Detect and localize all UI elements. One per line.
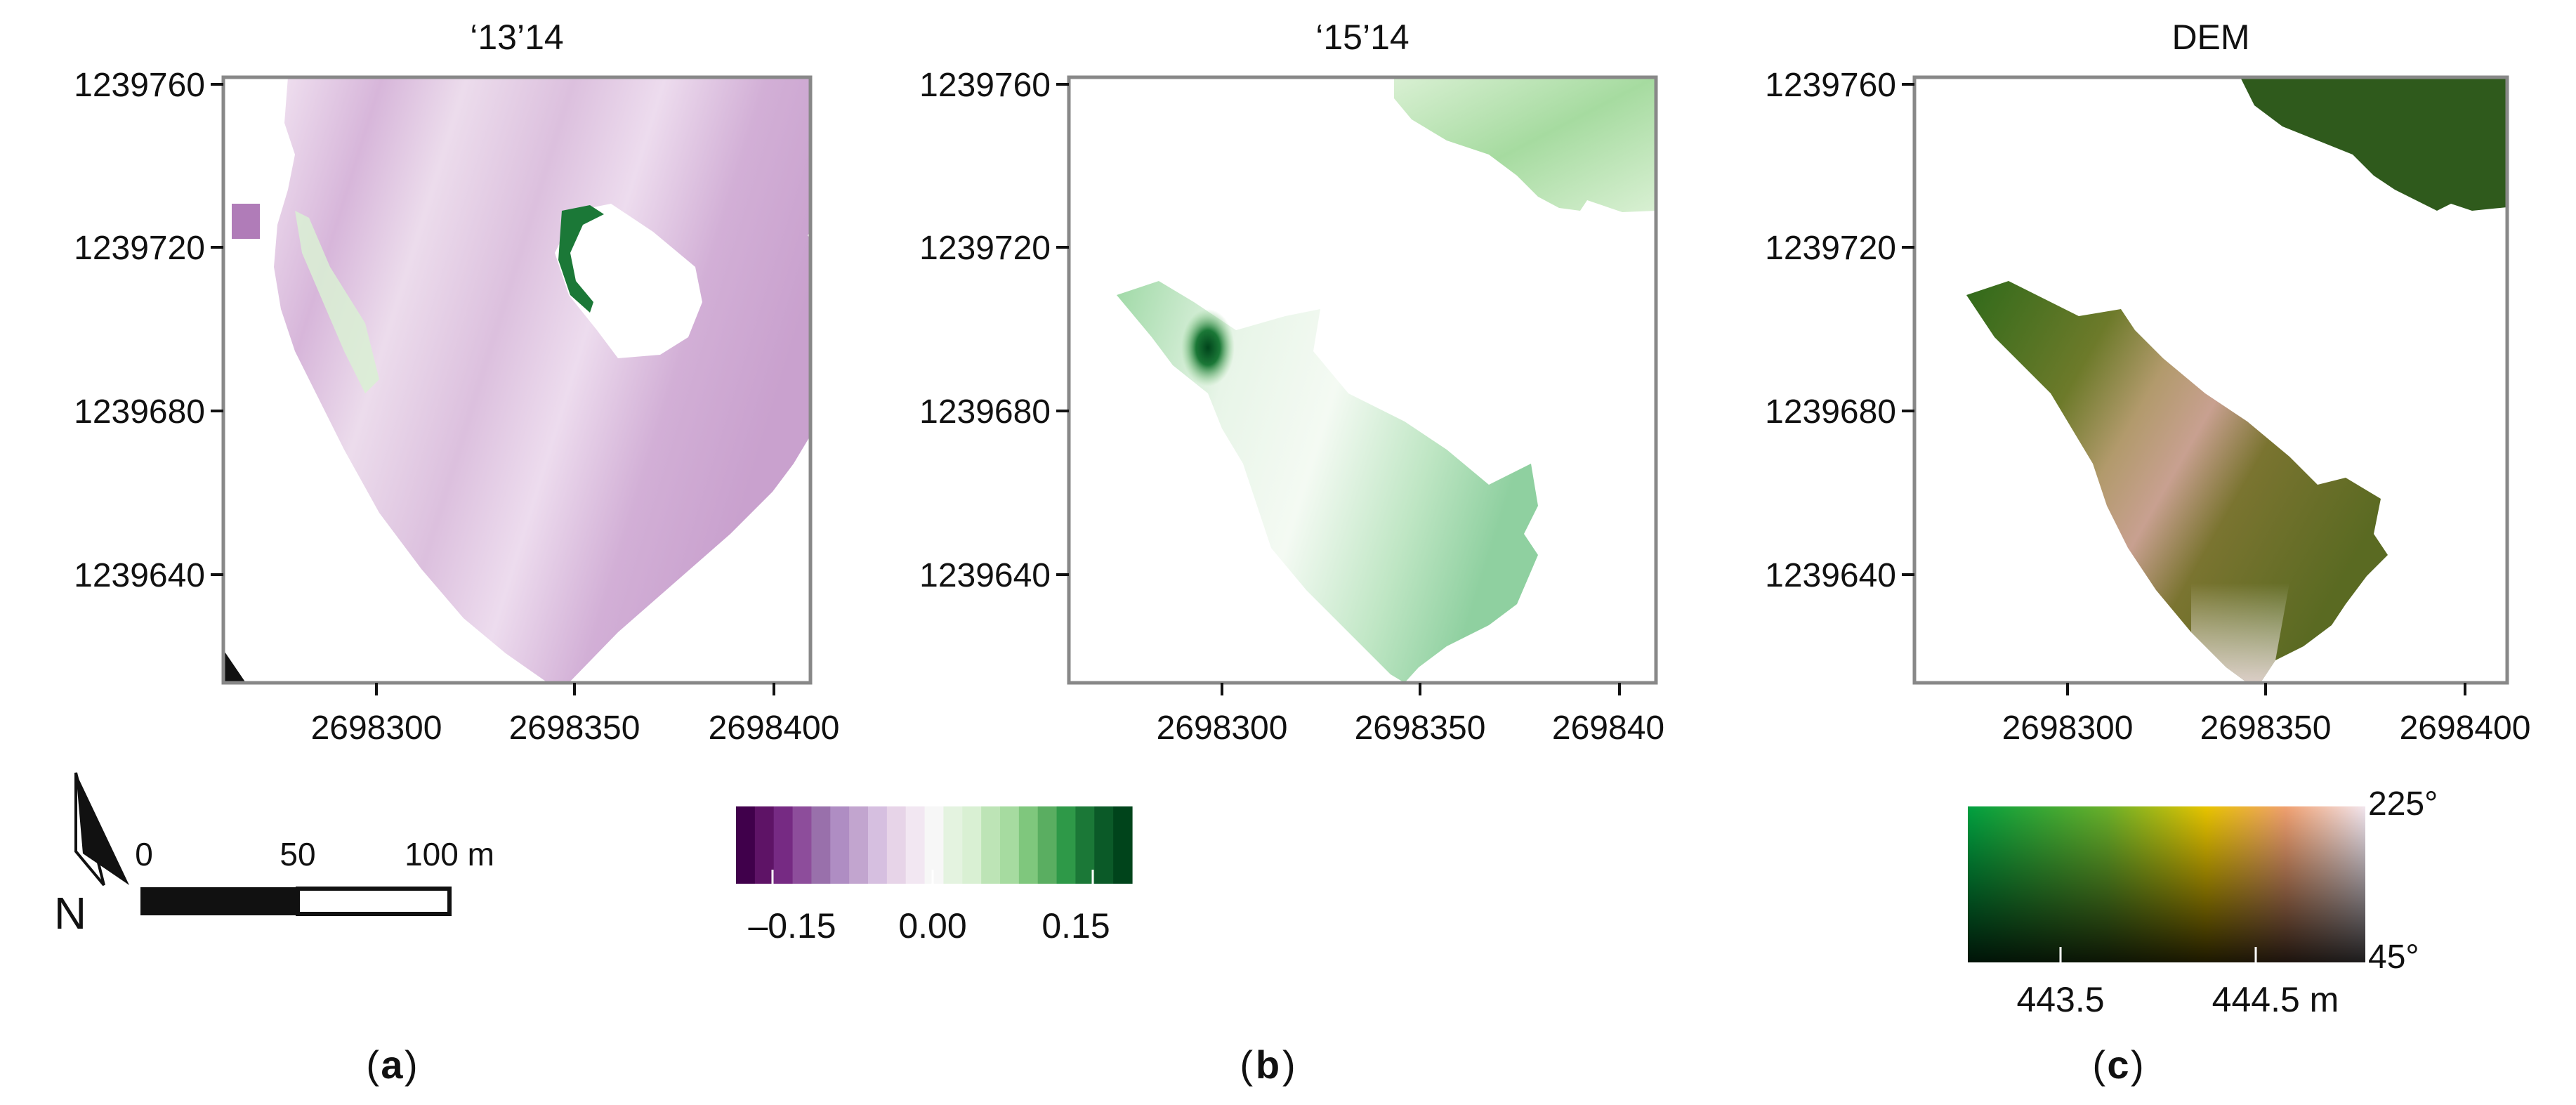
legend-swatch — [868, 806, 888, 884]
legend-label: 443.5 — [2016, 980, 2104, 1019]
scale-label: 50 — [280, 836, 315, 872]
x-tick-label: 269840 — [1552, 710, 1664, 747]
y-tick-label: 1239720 — [74, 230, 205, 267]
y-tick-label: 1239640 — [1765, 557, 1896, 594]
scale-label: 0 — [135, 836, 153, 872]
y-tick-label: 1239640 — [919, 557, 1051, 594]
legend-label: 45° — [2368, 939, 2419, 976]
x-axis: 2698300 2698350 2698400 — [2002, 683, 2531, 747]
panel-title: ‘15’14 — [1315, 18, 1409, 57]
legend-swatch — [924, 806, 945, 884]
corner-nodata — [223, 650, 246, 683]
legend-swatch — [1113, 806, 1133, 884]
legend-swatch — [962, 806, 982, 884]
svg-text:): ) — [405, 1042, 418, 1087]
panel-title: DEM — [2171, 18, 2249, 57]
caption-letter: c — [2107, 1042, 2129, 1087]
legend-swatch — [773, 806, 794, 884]
difference-raster — [274, 77, 810, 683]
dem-raster-main — [1966, 281, 2388, 683]
y-tick-label: 1239720 — [1765, 230, 1896, 267]
svg-text:): ) — [1282, 1042, 1296, 1087]
svg-text:(: ( — [366, 1042, 379, 1087]
x-tick-label: 2698300 — [1157, 710, 1288, 747]
caption-letter: a — [381, 1042, 403, 1087]
north-arrow: N — [54, 772, 129, 939]
panel-frame — [1067, 75, 1658, 685]
legend-swatch — [1018, 806, 1039, 884]
y-axis: 1239760 1239720 1239680 1239640 — [74, 67, 223, 594]
difference-raster-top — [1394, 77, 1656, 212]
legend-label: –0.15 — [748, 906, 836, 946]
panel-frame — [1912, 75, 2509, 685]
isolated-patch — [232, 204, 260, 239]
legend-swatch — [811, 806, 831, 884]
legend-label: 0.15 — [1041, 906, 1110, 946]
caption-b: ( b ) — [1240, 1042, 1295, 1087]
panel-b: ‘15’14 1239760 1239720 1239680 1239640 2… — [919, 18, 1664, 747]
x-tick-label: 2698400 — [709, 710, 840, 747]
y-tick-label: 1239680 — [1765, 393, 1896, 431]
legend-swatch — [830, 806, 850, 884]
legend-swatch — [1037, 806, 1058, 884]
svg-text:(: ( — [1240, 1042, 1253, 1087]
x-tick-label: 2698400 — [2400, 710, 2531, 747]
x-axis: 2698300 2698350 269840 — [1157, 683, 1664, 747]
panel-title: ‘13’14 — [470, 18, 563, 57]
y-tick-label: 1239680 — [74, 393, 205, 431]
y-tick-label: 1239720 — [919, 230, 1051, 267]
dem-legend: 225° 45° 443.5 444.5 m — [1968, 785, 2438, 1019]
legend-swatch — [981, 806, 1001, 884]
legend-swatch — [792, 806, 813, 884]
legend-label: 225° — [2368, 785, 2438, 823]
x-tick-label: 2698350 — [2200, 710, 2332, 747]
legend-swatch — [736, 806, 756, 884]
legend-swatch — [1000, 806, 1020, 884]
scale-bar: 0 50 100 m — [135, 836, 494, 916]
y-tick-label: 1239760 — [1765, 67, 1896, 104]
panel-c: DEM 1239760 1239720 1239680 1239640 2698… — [1765, 18, 2530, 747]
y-axis: 1239760 1239720 1239680 1239640 — [919, 67, 1069, 594]
dem-raster-lowland — [2191, 583, 2289, 683]
x-axis: 2698300 2698350 2698400 — [311, 683, 840, 747]
y-tick-label: 1239760 — [919, 67, 1051, 104]
y-tick-label: 1239680 — [919, 393, 1051, 431]
legend-swatch — [754, 806, 775, 884]
x-tick-label: 2698300 — [311, 710, 442, 747]
panel-frame — [221, 75, 813, 685]
y-tick-label: 1239760 — [74, 67, 205, 104]
svg-text:(: ( — [2092, 1042, 2105, 1087]
x-tick-label: 2698350 — [1355, 710, 1486, 747]
legend-swatch — [886, 806, 907, 884]
legend-label: 0.00 — [898, 906, 966, 946]
legend-swatch — [1075, 806, 1095, 884]
caption-a: ( a ) — [366, 1042, 417, 1087]
svg-text:): ) — [2131, 1042, 2144, 1087]
dem-raster-top — [2240, 77, 2507, 211]
y-tick-label: 1239640 — [74, 557, 205, 594]
legend-swatch — [943, 806, 963, 884]
panel-a: ‘13’14 1239760 1239720 1239680 1239640 — [74, 18, 839, 747]
difference-raster-main — [1117, 281, 1538, 683]
legend-label: 444.5 m — [2212, 980, 2339, 1019]
y-axis: 1239760 1239720 1239680 1239640 — [1765, 67, 1914, 594]
legend-swatch — [849, 806, 869, 884]
legend-swatches — [736, 806, 1133, 884]
raster-gap — [555, 204, 702, 358]
difference-legend: –0.15 0.00 0.15 — [736, 806, 1133, 946]
caption-letter: b — [1256, 1042, 1280, 1087]
raster-edge-green — [295, 211, 379, 393]
legend-swatch — [1094, 806, 1114, 884]
dark-green-hotspot — [1181, 309, 1235, 386]
x-tick-label: 2698300 — [2002, 710, 2134, 747]
caption-c: ( c ) — [2092, 1042, 2143, 1087]
raster-gap-edge — [558, 205, 604, 313]
legend-swatch — [905, 806, 926, 884]
scale-label: 100 m — [405, 836, 494, 872]
north-label: N — [54, 888, 86, 939]
legend-swatch — [1056, 806, 1077, 884]
x-tick-label: 2698350 — [509, 710, 640, 747]
